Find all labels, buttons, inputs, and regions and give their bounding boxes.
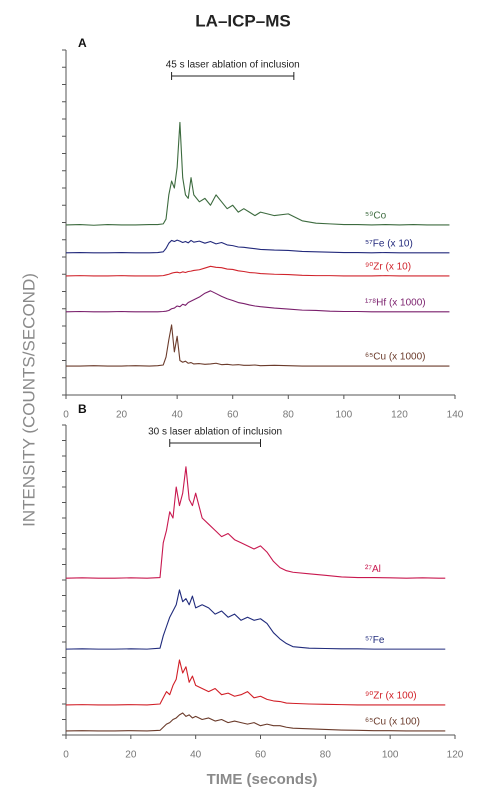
x-tick-label: 140	[447, 410, 464, 421]
trace	[65, 121, 450, 226]
trace	[66, 324, 450, 367]
panel: A 0 20 40 60 80 100 120 140 45 s laser ablation o…	[62, 36, 464, 421]
x-tick-label: 60	[255, 750, 267, 761]
trace	[65, 290, 450, 313]
x-axis-label: TIME (seconds)	[207, 771, 318, 788]
x-tick-label: 120	[447, 750, 464, 761]
x-tick-label: 40	[190, 750, 202, 761]
x-tick-label: 0	[63, 750, 69, 761]
series-label: ¹⁷⁸Hf (x 1000)	[365, 297, 426, 308]
x-tick-label: 20	[116, 410, 128, 421]
panel-label: B	[78, 402, 87, 416]
x-tick-label: 40	[172, 410, 184, 421]
series-label: ⁶⁵Cu (x 100)	[365, 717, 420, 728]
x-tick-label: 60	[227, 410, 239, 421]
panel-label: A	[78, 36, 87, 50]
annotation: 45 s laser ablation of inclusion	[166, 60, 300, 71]
y-axis-label: INTENSITY (COUNTS/SECOND)	[19, 273, 38, 527]
x-tick-label: 100	[382, 750, 399, 761]
x-tick-label: 100	[336, 410, 353, 421]
x-tick-label: 20	[125, 750, 137, 761]
series-label: ⁶⁵Cu (x 1000)	[365, 352, 426, 363]
series-label: ⁵⁹Co	[365, 211, 387, 222]
trace	[65, 659, 446, 706]
x-tick-label: 80	[320, 750, 332, 761]
series-label: ⁵⁷Fe	[365, 635, 385, 646]
trace	[65, 239, 450, 254]
trace	[65, 589, 446, 650]
series-label: ⁹⁰Zr (x 10)	[365, 262, 411, 273]
series-label: ⁹⁰Zr (x 100)	[365, 691, 417, 702]
trace	[65, 712, 446, 732]
x-tick-label: 120	[391, 410, 408, 421]
annotation: 30 s laser ablation of inclusion	[148, 427, 282, 438]
trace	[65, 265, 450, 277]
trace	[65, 466, 446, 579]
series-label: ²⁷Al	[365, 564, 381, 575]
x-tick-label: 0	[63, 410, 69, 421]
series-label: ⁵⁷Fe (x 10)	[365, 239, 413, 250]
chart-title: LA–ICP–MS	[195, 11, 290, 30]
x-tick-label: 80	[283, 410, 295, 421]
